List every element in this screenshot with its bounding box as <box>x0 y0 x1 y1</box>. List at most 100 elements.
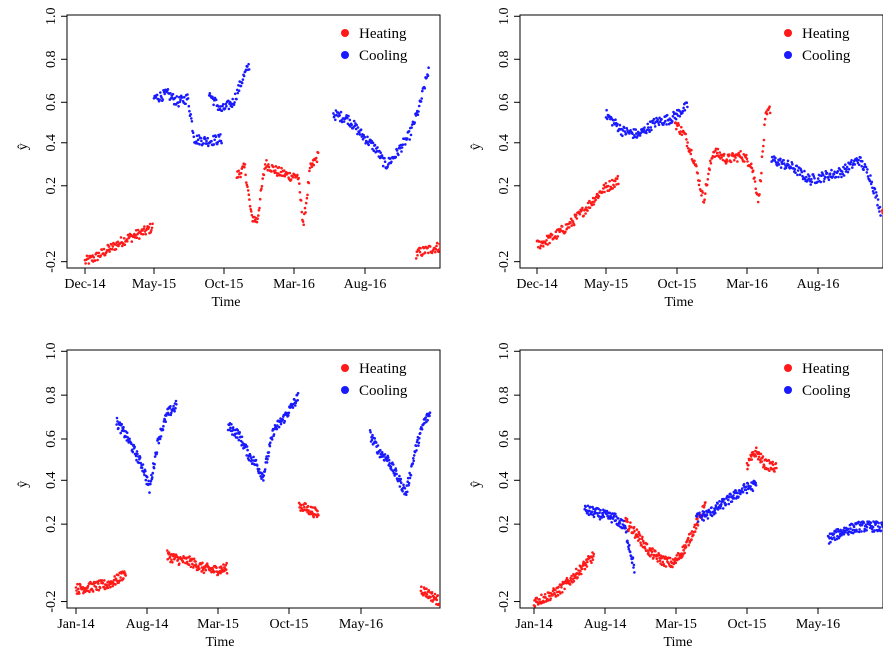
data-point-cooling <box>254 458 258 462</box>
data-point-heating <box>124 574 127 577</box>
x-tick-label: May-16 <box>796 617 840 632</box>
data-point-heating <box>539 244 543 247</box>
data-point-cooling <box>220 141 223 145</box>
data-point-heating <box>77 587 80 591</box>
data-point-cooling <box>380 154 384 157</box>
y-tick-label: 1.0 <box>44 8 59 26</box>
plot-area <box>83 62 452 265</box>
data-point-cooling <box>371 141 375 145</box>
data-point-cooling <box>632 566 635 569</box>
data-point-cooling <box>220 109 224 113</box>
y-tick-label: 0.8 <box>497 386 512 404</box>
data-point-heating <box>119 576 122 579</box>
data-point-cooling <box>409 473 413 477</box>
data-point-cooling <box>241 78 245 81</box>
data-point-heating <box>646 549 649 552</box>
data-point-cooling <box>189 113 192 116</box>
legend-label-heating: Heating <box>802 26 850 42</box>
data-point-cooling <box>839 172 842 176</box>
data-point-cooling <box>658 116 661 120</box>
data-point-cooling <box>734 489 737 492</box>
data-point-cooling <box>599 508 602 512</box>
data-point-heating <box>693 159 696 163</box>
data-point-cooling <box>646 122 649 126</box>
data-point-heating <box>632 525 636 529</box>
data-point-cooling <box>366 135 369 139</box>
data-point-heating <box>275 174 279 177</box>
data-point-cooling <box>199 136 203 140</box>
data-point-cooling <box>627 547 631 551</box>
data-point-heating <box>204 568 208 572</box>
data-point-cooling <box>279 422 283 426</box>
x-tick-label: Dec-14 <box>516 277 557 292</box>
data-point-cooling <box>137 461 141 465</box>
data-point-cooling <box>287 411 291 415</box>
data-point-cooling <box>851 531 855 535</box>
data-point-cooling <box>120 422 123 426</box>
data-point-cooling <box>134 452 137 456</box>
data-point-cooling <box>586 504 590 508</box>
data-point-heating <box>449 240 452 243</box>
data-point-cooling <box>140 466 144 470</box>
x-tick-label: Mar-16 <box>726 277 768 292</box>
data-point-cooling <box>175 403 178 406</box>
data-point-cooling <box>863 163 867 166</box>
data-point-heating <box>697 183 701 187</box>
x-axis-label: Time <box>211 295 240 310</box>
data-point-heating <box>86 257 90 260</box>
data-point-heating <box>274 165 278 168</box>
data-point-cooling <box>158 437 162 441</box>
data-point-heating <box>260 187 263 191</box>
data-point-heating <box>590 561 593 564</box>
data-point-heating <box>204 566 207 569</box>
legend-marker-cooling <box>784 51 792 59</box>
data-point-cooling <box>639 131 642 135</box>
data-point-cooling <box>631 556 635 559</box>
data-point-heating <box>236 175 240 179</box>
data-point-cooling <box>741 490 745 494</box>
data-point-cooling <box>828 532 832 535</box>
data-point-heating <box>579 569 582 573</box>
data-point-cooling <box>116 420 119 423</box>
data-point-cooling <box>144 478 148 482</box>
data-point-heating <box>592 554 595 558</box>
data-point-heating <box>751 450 755 454</box>
data-point-heating <box>560 225 564 228</box>
data-point-cooling <box>857 163 861 167</box>
data-point-cooling <box>131 450 135 454</box>
series-cooling <box>583 479 883 574</box>
data-point-heating <box>568 583 572 586</box>
data-point-cooling <box>736 491 739 495</box>
data-point-cooling <box>702 510 706 514</box>
plot-frame <box>66 349 441 609</box>
data-point-cooling <box>247 62 250 66</box>
data-point-heating <box>685 144 689 148</box>
data-point-cooling <box>237 89 241 92</box>
data-point-heating <box>307 509 310 512</box>
data-point-cooling <box>169 92 172 95</box>
data-point-heating <box>215 566 218 570</box>
data-point-cooling <box>190 120 194 123</box>
data-point-heating <box>130 240 134 243</box>
y-tick-label: 0.8 <box>44 51 59 69</box>
data-point-heating <box>126 233 130 237</box>
data-point-heating <box>416 254 419 257</box>
data-point-heating <box>316 509 319 513</box>
data-point-heating <box>437 250 440 254</box>
data-point-heating <box>303 206 307 210</box>
data-point-cooling <box>358 133 362 136</box>
data-point-heating <box>92 255 96 259</box>
data-point-heating <box>574 213 578 217</box>
data-point-heating <box>166 558 169 561</box>
data-point-cooling <box>400 146 404 149</box>
data-point-heating <box>753 180 757 183</box>
data-point-cooling <box>270 438 274 441</box>
data-point-heating <box>569 576 572 580</box>
x-tick-label: Oct-15 <box>270 617 309 632</box>
data-point-cooling <box>376 444 380 447</box>
data-point-heating <box>142 227 146 231</box>
data-point-heating <box>308 166 312 170</box>
data-point-cooling <box>359 128 363 131</box>
legend-marker-cooling <box>784 386 792 394</box>
data-point-cooling <box>724 503 728 506</box>
